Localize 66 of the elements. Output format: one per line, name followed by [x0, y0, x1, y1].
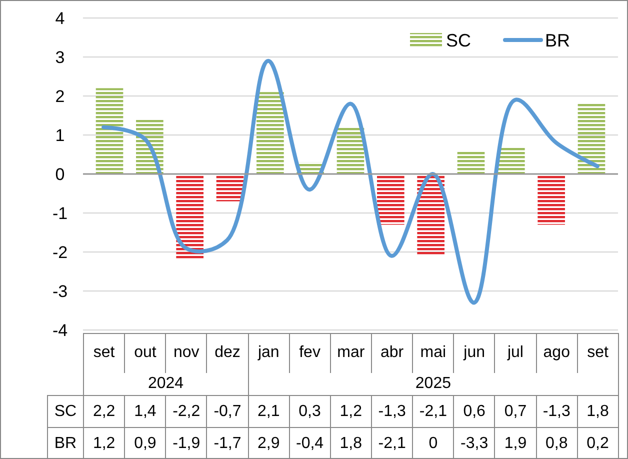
data-label: 0,6: [454, 396, 495, 428]
data-label: -3,3: [454, 428, 495, 459]
bar: [96, 88, 124, 174]
data-label: 1,4: [124, 396, 166, 428]
x-tick-label: jun: [454, 334, 495, 372]
y-tick-label: -4: [52, 320, 68, 340]
x-tick-label: abr: [371, 334, 413, 372]
data-label: -2,2: [166, 396, 207, 428]
bar: [336, 127, 364, 174]
y-tick-label: 3: [55, 48, 65, 67]
data-label: -0,4: [289, 428, 330, 459]
x-tick-label: ago: [536, 334, 578, 372]
line-series: [102, 58, 600, 305]
data-label: -1,3: [371, 396, 413, 428]
bar: [216, 174, 244, 202]
data-label: 0,7: [494, 396, 536, 428]
x-tick-label: mai: [412, 334, 454, 372]
y-tick-label: 0: [55, 164, 65, 184]
data-label: 1,2: [330, 396, 372, 428]
bar: [578, 104, 606, 174]
data-label: 2,1: [248, 396, 290, 428]
data-label: 1,2: [84, 428, 125, 459]
data-label: 2,9: [248, 428, 290, 459]
text: BR: [54, 434, 77, 452]
x-tick-label: dez: [206, 334, 248, 372]
x-tick-label: out: [124, 334, 166, 372]
y-tick-label: 1: [55, 126, 65, 145]
y-tick-label: -3: [52, 282, 68, 301]
text: 2024: [84, 372, 248, 396]
data-label: -2,1: [371, 428, 413, 459]
text: SC: [54, 402, 77, 420]
y-tick-label: -2: [52, 242, 68, 262]
data-label: 1,9: [494, 428, 536, 459]
x-tick-label: jan: [248, 334, 290, 372]
x-tick-label: jul: [494, 334, 536, 372]
bar: [176, 174, 204, 260]
data-label: 0: [412, 428, 454, 459]
x-tick-label: set: [577, 334, 618, 372]
bar: [538, 174, 565, 225]
bar: [377, 174, 404, 225]
data-label: 0,9: [124, 428, 166, 459]
data-label: -1,3: [536, 396, 578, 428]
data-label: 0,2: [577, 428, 618, 459]
text: 2025: [248, 372, 618, 396]
legend-label: SC: [446, 30, 472, 50]
x-tick-label: mar: [330, 334, 372, 372]
y-tick-label: 2: [55, 86, 65, 106]
data-label: 1,8: [577, 396, 618, 428]
data-label: -1,9: [166, 428, 207, 459]
legend-label: BR: [545, 30, 570, 50]
data-label: -2,1: [412, 396, 454, 428]
x-tick-label: fev: [289, 334, 330, 372]
y-tick-label: 4: [55, 8, 65, 28]
data-label: 0,3: [289, 396, 330, 428]
data-label: -1,7: [206, 428, 248, 459]
data-label: 2,2: [84, 396, 125, 428]
data-label: 1,8: [330, 428, 372, 459]
bar: [417, 174, 444, 256]
data-label: -0,7: [206, 396, 248, 428]
x-tick-label: nov: [166, 334, 207, 372]
y-tick-label: -1: [52, 204, 68, 223]
bar: [457, 150, 485, 174]
data-label: 0,8: [536, 428, 578, 459]
bar: [498, 146, 525, 174]
bar: [256, 92, 284, 174]
x-tick-label: set: [84, 334, 125, 372]
